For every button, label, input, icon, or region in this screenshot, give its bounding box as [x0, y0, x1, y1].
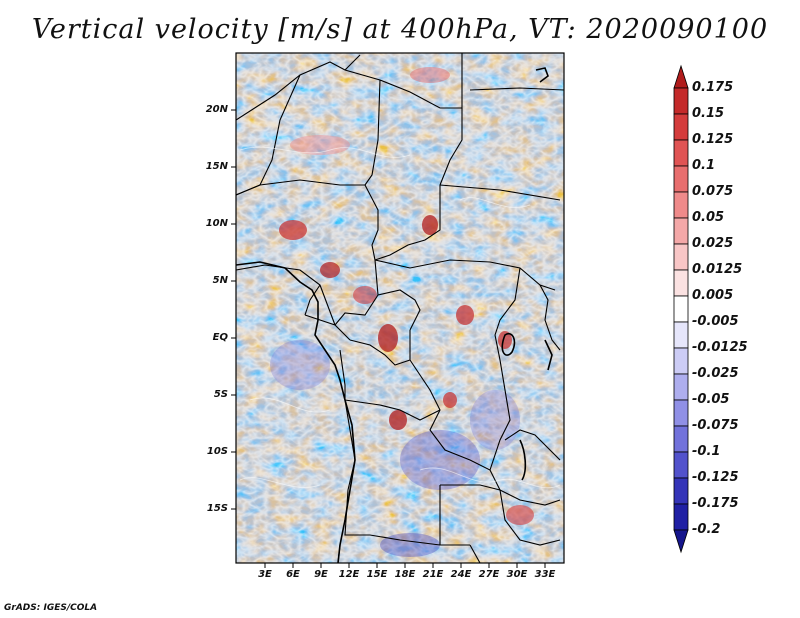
- colorbar-label: 0.0125: [692, 262, 743, 277]
- colorbar-segment: [673, 87, 689, 115]
- lat-label-5s: 5S: [213, 389, 228, 400]
- colorbar-segment: [673, 295, 689, 323]
- colorbar-segment: [673, 243, 689, 271]
- colorbar-segment: [673, 399, 689, 427]
- colorbar-segment: [673, 347, 689, 375]
- colorbar-label: 0.075: [692, 184, 734, 199]
- colorbar-label: -0.075: [692, 418, 739, 433]
- lon-label-18e: 18E: [394, 569, 416, 580]
- lat-label-20n: 20N: [205, 104, 228, 115]
- colorbar-segment: [673, 477, 689, 505]
- lon-label-6e: 6E: [286, 569, 300, 580]
- colorbar-segment: [673, 165, 689, 193]
- colorbar-segment: [673, 321, 689, 349]
- colorbar-segment: [673, 269, 689, 297]
- colorbar-segment: [673, 139, 689, 167]
- colorbar-label: -0.1: [692, 444, 721, 459]
- lon-label-15e: 15E: [366, 569, 388, 580]
- colorbar-label: -0.2: [692, 522, 721, 537]
- map-title: Vertical velocity [m/s] at 400hPa, VT: 2…: [31, 14, 769, 45]
- lon-label-24e: 24E: [450, 569, 472, 580]
- lat-label-eq: EQ: [212, 332, 228, 343]
- colorbar-bottom-arrow: [673, 529, 689, 554]
- colorbar-label: 0.005: [692, 288, 734, 303]
- colorbar-segment: [673, 373, 689, 401]
- colorbar-label: 0.025: [692, 236, 734, 251]
- colorbar: [673, 64, 689, 554]
- colorbar-segment: [673, 451, 689, 479]
- colorbar-label: -0.0125: [692, 340, 748, 355]
- lon-label-12e: 12E: [338, 569, 360, 580]
- axis-ticks: [231, 109, 546, 568]
- grads-credit: GrADS: IGES/COLA: [4, 603, 98, 613]
- lon-label-9e: 9E: [314, 569, 328, 580]
- colorbar-segment: [673, 425, 689, 453]
- lon-label-21e: 21E: [422, 569, 444, 580]
- lon-label-3e: 3E: [258, 569, 272, 580]
- lat-label-5n: 5N: [212, 275, 228, 286]
- country-borders: [236, 53, 564, 563]
- colorbar-label: -0.125: [692, 470, 739, 485]
- lon-label-30e: 30E: [506, 569, 528, 580]
- colorbar-label: -0.05: [692, 392, 730, 407]
- lon-label-27e: 27E: [478, 569, 500, 580]
- colorbar-label: -0.175: [692, 496, 739, 511]
- colorbar-segment: [673, 191, 689, 219]
- colorbar-segment: [673, 113, 689, 141]
- colorbar-label: 0.15: [692, 106, 725, 121]
- colorbar-label: 0.05: [692, 210, 725, 225]
- velocity-field: [236, 53, 564, 563]
- lat-label-10n: 10N: [205, 218, 228, 229]
- colorbar-label: 0.175: [692, 80, 734, 95]
- colorbar-label: -0.005: [692, 314, 739, 329]
- colorbar-label: 0.1: [692, 158, 716, 173]
- updraft-cores: [279, 67, 534, 525]
- colorbar-segment: [673, 217, 689, 245]
- contour-lines: [239, 146, 561, 489]
- lat-label-15n: 15N: [205, 161, 228, 172]
- colorbar-segment: [673, 503, 689, 531]
- map-frame: [235, 52, 565, 564]
- lon-label-33e: 33E: [534, 569, 556, 580]
- colorbar-top-arrow: [673, 64, 689, 89]
- colorbar-label: 0.125: [692, 132, 734, 147]
- lat-label-15s: 15S: [206, 503, 228, 514]
- colorbar-label: -0.025: [692, 366, 739, 381]
- lat-label-10s: 10S: [206, 446, 228, 457]
- coastline: [236, 67, 553, 563]
